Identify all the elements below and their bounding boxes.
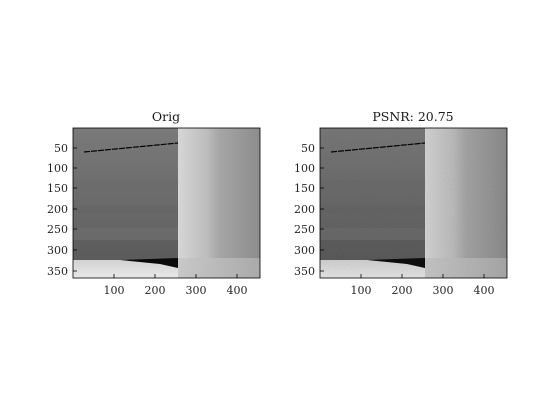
y-tick-label: 150: [47, 182, 68, 195]
y-tick-label: 300: [294, 244, 315, 257]
y-tick-label: 50: [54, 142, 68, 155]
panel-title: PSNR: 20.75: [372, 109, 453, 124]
y-tick-label: 200: [294, 203, 315, 216]
y-tick-label: 250: [294, 223, 315, 236]
x-axis: 100 200 300 400: [104, 274, 248, 297]
x-tick-label: 300: [433, 284, 454, 297]
y-tick-label: 250: [47, 223, 68, 236]
axes-frame: [319, 127, 508, 279]
y-tick-label: 100: [294, 162, 315, 175]
y-tick-label: 200: [47, 203, 68, 216]
x-tick-label: 100: [351, 284, 372, 297]
x-axis: 100 200 300 400: [351, 274, 495, 297]
y-axis: 50 100 150 200 250 300 350: [47, 142, 77, 278]
y-axis: 50 100 150 200 250 300 350: [294, 142, 324, 278]
x-tick-label: 200: [392, 284, 413, 297]
y-tick-label: 300: [47, 244, 68, 257]
y-tick-label: 100: [47, 162, 68, 175]
y-tick-label: 50: [301, 142, 315, 155]
panel-orig: Orig: [47, 109, 261, 297]
panel-psnr: PSNR: 20.75 50 100 150 200 2: [294, 109, 508, 297]
y-tick-label: 150: [294, 182, 315, 195]
depth-image: [73, 128, 260, 278]
y-tick-label: 350: [294, 265, 315, 278]
x-tick-label: 400: [227, 284, 248, 297]
y-tick-label: 350: [47, 265, 68, 278]
axes-frame: [72, 127, 261, 279]
x-tick-label: 400: [474, 284, 495, 297]
noisy-depth-image: [320, 128, 507, 278]
x-tick-label: 300: [186, 284, 207, 297]
x-tick-label: 200: [145, 284, 166, 297]
panel-title: Orig: [152, 109, 180, 124]
x-tick-label: 100: [104, 284, 125, 297]
